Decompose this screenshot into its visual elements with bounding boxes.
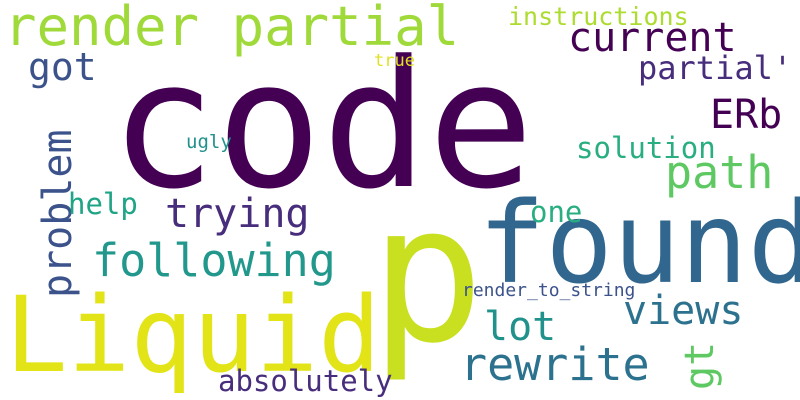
word-found: found xyxy=(478,179,800,309)
word-got: got xyxy=(28,45,97,89)
word-help: help xyxy=(68,187,138,221)
word-true: true xyxy=(374,51,415,71)
word-render-to-string: render_to_string xyxy=(462,280,636,301)
word-gt: gt xyxy=(677,341,723,390)
word-render-partial: render partial xyxy=(4,0,460,58)
word-erb: ERb xyxy=(710,92,783,138)
word-instructions: instructions xyxy=(508,2,689,31)
word-rewrite: rewrite xyxy=(460,338,650,391)
word-ugly: ugly xyxy=(186,131,232,153)
word-code: code xyxy=(110,23,534,228)
word-solution: solution xyxy=(576,131,716,165)
word-partial-quote: partial' xyxy=(638,49,793,87)
word-trying: trying xyxy=(165,191,310,237)
word-path: path xyxy=(665,146,774,199)
word-lot: lot xyxy=(484,304,557,350)
word-p: p xyxy=(370,164,485,385)
word-one: one xyxy=(530,195,583,229)
word-absolutely: absolutely xyxy=(218,364,393,398)
word-liquid: Liquid xyxy=(5,274,381,396)
word-current: current xyxy=(568,15,737,61)
word-following: following xyxy=(92,234,336,287)
word-views: views xyxy=(623,288,744,334)
